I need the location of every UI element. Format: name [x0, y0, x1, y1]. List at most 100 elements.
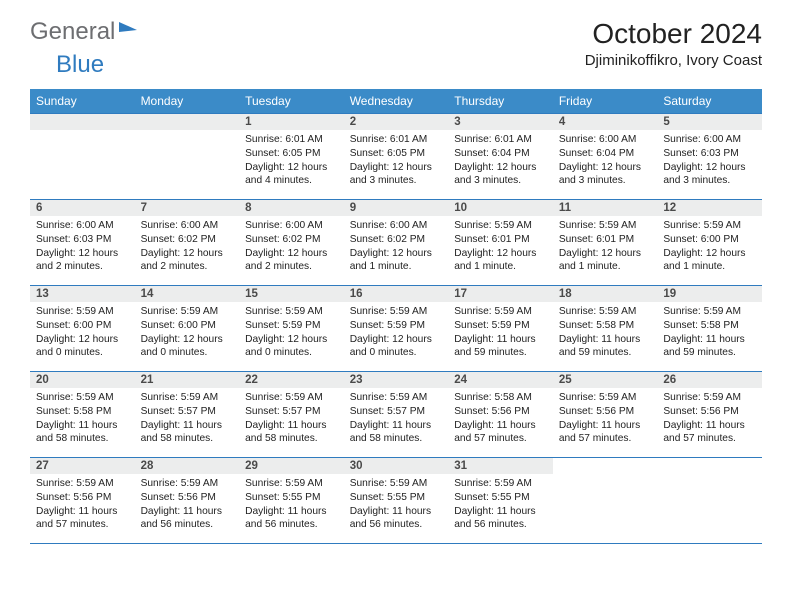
logo-text-blue: Blue	[56, 51, 104, 78]
day-details: Sunrise: 6:01 AMSunset: 6:04 PMDaylight:…	[448, 130, 553, 192]
day-details: Sunrise: 5:59 AMSunset: 5:57 PMDaylight:…	[135, 388, 240, 450]
calendar-cell: 31Sunrise: 5:59 AMSunset: 5:55 PMDayligh…	[448, 457, 553, 543]
day-number: 24	[448, 371, 553, 388]
day-number: 16	[344, 285, 449, 302]
day-details: Sunrise: 5:59 AMSunset: 6:00 PMDaylight:…	[135, 302, 240, 364]
calendar-cell: 18Sunrise: 5:59 AMSunset: 5:58 PMDayligh…	[553, 285, 658, 371]
calendar-cell: 2Sunrise: 6:01 AMSunset: 6:05 PMDaylight…	[344, 113, 449, 199]
calendar-row: 20Sunrise: 5:59 AMSunset: 5:58 PMDayligh…	[30, 371, 762, 457]
day-details: Sunrise: 5:59 AMSunset: 5:59 PMDaylight:…	[448, 302, 553, 364]
calendar-cell: 23Sunrise: 5:59 AMSunset: 5:57 PMDayligh…	[344, 371, 449, 457]
day-details: Sunrise: 5:59 AMSunset: 5:59 PMDaylight:…	[344, 302, 449, 364]
calendar-cell: 14Sunrise: 5:59 AMSunset: 6:00 PMDayligh…	[135, 285, 240, 371]
title-block: October 2024 Djiminikoffikro, Ivory Coas…	[585, 18, 762, 69]
calendar-cell: 22Sunrise: 5:59 AMSunset: 5:57 PMDayligh…	[239, 371, 344, 457]
day-details: Sunrise: 6:00 AMSunset: 6:02 PMDaylight:…	[135, 216, 240, 278]
day-details: Sunrise: 5:59 AMSunset: 5:56 PMDaylight:…	[553, 388, 658, 450]
day-number: 2	[344, 113, 449, 130]
day-number: 11	[553, 199, 658, 216]
calendar-row: 27Sunrise: 5:59 AMSunset: 5:56 PMDayligh…	[30, 457, 762, 543]
calendar-cell: 16Sunrise: 5:59 AMSunset: 5:59 PMDayligh…	[344, 285, 449, 371]
day-details: Sunrise: 6:00 AMSunset: 6:02 PMDaylight:…	[239, 216, 344, 278]
day-details: Sunrise: 6:01 AMSunset: 6:05 PMDaylight:…	[344, 130, 449, 192]
day-number: 26	[657, 371, 762, 388]
calendar-cell: 10Sunrise: 5:59 AMSunset: 6:01 PMDayligh…	[448, 199, 553, 285]
day-number: 31	[448, 457, 553, 474]
day-details: Sunrise: 5:59 AMSunset: 5:55 PMDaylight:…	[239, 474, 344, 536]
day-details: Sunrise: 6:00 AMSunset: 6:03 PMDaylight:…	[30, 216, 135, 278]
day-number: 30	[344, 457, 449, 474]
calendar-cell: 9Sunrise: 6:00 AMSunset: 6:02 PMDaylight…	[344, 199, 449, 285]
day-number: 1	[239, 113, 344, 130]
weekday-header: Sunday	[30, 89, 135, 113]
day-details: Sunrise: 5:59 AMSunset: 5:57 PMDaylight:…	[344, 388, 449, 450]
day-details: Sunrise: 5:59 AMSunset: 6:01 PMDaylight:…	[448, 216, 553, 278]
day-number: 6	[30, 199, 135, 216]
calendar-cell: 11Sunrise: 5:59 AMSunset: 6:01 PMDayligh…	[553, 199, 658, 285]
day-number: 12	[657, 199, 762, 216]
day-details: Sunrise: 5:58 AMSunset: 5:56 PMDaylight:…	[448, 388, 553, 450]
day-details: Sunrise: 5:59 AMSunset: 5:59 PMDaylight:…	[239, 302, 344, 364]
day-details: Sunrise: 5:59 AMSunset: 5:58 PMDaylight:…	[553, 302, 658, 364]
calendar-cell: 4Sunrise: 6:00 AMSunset: 6:04 PMDaylight…	[553, 113, 658, 199]
calendar-cell-empty	[657, 457, 762, 543]
calendar-cell: 20Sunrise: 5:59 AMSunset: 5:58 PMDayligh…	[30, 371, 135, 457]
day-details: Sunrise: 6:00 AMSunset: 6:04 PMDaylight:…	[553, 130, 658, 192]
day-number: 27	[30, 457, 135, 474]
calendar-row: 6Sunrise: 6:00 AMSunset: 6:03 PMDaylight…	[30, 199, 762, 285]
day-details: Sunrise: 6:00 AMSunset: 6:02 PMDaylight:…	[344, 216, 449, 278]
calendar-cell: 25Sunrise: 5:59 AMSunset: 5:56 PMDayligh…	[553, 371, 658, 457]
logo-text-general: General	[30, 18, 115, 46]
day-details: Sunrise: 5:59 AMSunset: 5:56 PMDaylight:…	[30, 474, 135, 536]
calendar-cell-empty	[30, 113, 135, 199]
weekday-row: SundayMondayTuesdayWednesdayThursdayFrid…	[30, 89, 762, 113]
calendar-cell: 8Sunrise: 6:00 AMSunset: 6:02 PMDaylight…	[239, 199, 344, 285]
day-number: 7	[135, 199, 240, 216]
calendar-cell: 7Sunrise: 6:00 AMSunset: 6:02 PMDaylight…	[135, 199, 240, 285]
logo-triangle-icon	[119, 22, 137, 32]
page: General October 2024 Djiminikoffikro, Iv…	[0, 0, 792, 562]
day-details: Sunrise: 6:01 AMSunset: 6:05 PMDaylight:…	[239, 130, 344, 192]
day-details: Sunrise: 5:59 AMSunset: 5:55 PMDaylight:…	[448, 474, 553, 536]
calendar-cell: 24Sunrise: 5:58 AMSunset: 5:56 PMDayligh…	[448, 371, 553, 457]
day-details: Sunrise: 5:59 AMSunset: 5:55 PMDaylight:…	[344, 474, 449, 536]
calendar-cell: 26Sunrise: 5:59 AMSunset: 5:56 PMDayligh…	[657, 371, 762, 457]
day-details: Sunrise: 6:00 AMSunset: 6:03 PMDaylight:…	[657, 130, 762, 192]
location-label: Djiminikoffikro, Ivory Coast	[585, 52, 762, 69]
empty-day-stripe	[135, 113, 240, 130]
calendar-cell: 28Sunrise: 5:59 AMSunset: 5:56 PMDayligh…	[135, 457, 240, 543]
calendar-cell: 1Sunrise: 6:01 AMSunset: 6:05 PMDaylight…	[239, 113, 344, 199]
day-number: 5	[657, 113, 762, 130]
calendar-cell: 15Sunrise: 5:59 AMSunset: 5:59 PMDayligh…	[239, 285, 344, 371]
day-number: 23	[344, 371, 449, 388]
weekday-header: Saturday	[657, 89, 762, 113]
weekday-header: Wednesday	[344, 89, 449, 113]
calendar-cell: 21Sunrise: 5:59 AMSunset: 5:57 PMDayligh…	[135, 371, 240, 457]
calendar-cell-empty	[553, 457, 658, 543]
day-number: 19	[657, 285, 762, 302]
calendar-cell: 13Sunrise: 5:59 AMSunset: 6:00 PMDayligh…	[30, 285, 135, 371]
weekday-header: Friday	[553, 89, 658, 113]
day-number: 10	[448, 199, 553, 216]
day-number: 15	[239, 285, 344, 302]
calendar-cell: 5Sunrise: 6:00 AMSunset: 6:03 PMDaylight…	[657, 113, 762, 199]
day-details: Sunrise: 5:59 AMSunset: 5:57 PMDaylight:…	[239, 388, 344, 450]
calendar-cell: 29Sunrise: 5:59 AMSunset: 5:55 PMDayligh…	[239, 457, 344, 543]
calendar-head: SundayMondayTuesdayWednesdayThursdayFrid…	[30, 89, 762, 113]
month-title: October 2024	[585, 18, 762, 50]
day-details: Sunrise: 5:59 AMSunset: 6:00 PMDaylight:…	[657, 216, 762, 278]
day-number: 9	[344, 199, 449, 216]
day-number: 20	[30, 371, 135, 388]
day-details: Sunrise: 5:59 AMSunset: 6:01 PMDaylight:…	[553, 216, 658, 278]
day-number: 21	[135, 371, 240, 388]
calendar-cell: 27Sunrise: 5:59 AMSunset: 5:56 PMDayligh…	[30, 457, 135, 543]
day-details: Sunrise: 5:59 AMSunset: 5:58 PMDaylight:…	[657, 302, 762, 364]
calendar-cell: 12Sunrise: 5:59 AMSunset: 6:00 PMDayligh…	[657, 199, 762, 285]
day-details: Sunrise: 5:59 AMSunset: 5:56 PMDaylight:…	[657, 388, 762, 450]
day-number: 25	[553, 371, 658, 388]
day-details: Sunrise: 5:59 AMSunset: 6:00 PMDaylight:…	[30, 302, 135, 364]
day-details: Sunrise: 5:59 AMSunset: 5:56 PMDaylight:…	[135, 474, 240, 536]
day-number: 29	[239, 457, 344, 474]
empty-day-stripe	[657, 457, 762, 474]
calendar-cell: 30Sunrise: 5:59 AMSunset: 5:55 PMDayligh…	[344, 457, 449, 543]
